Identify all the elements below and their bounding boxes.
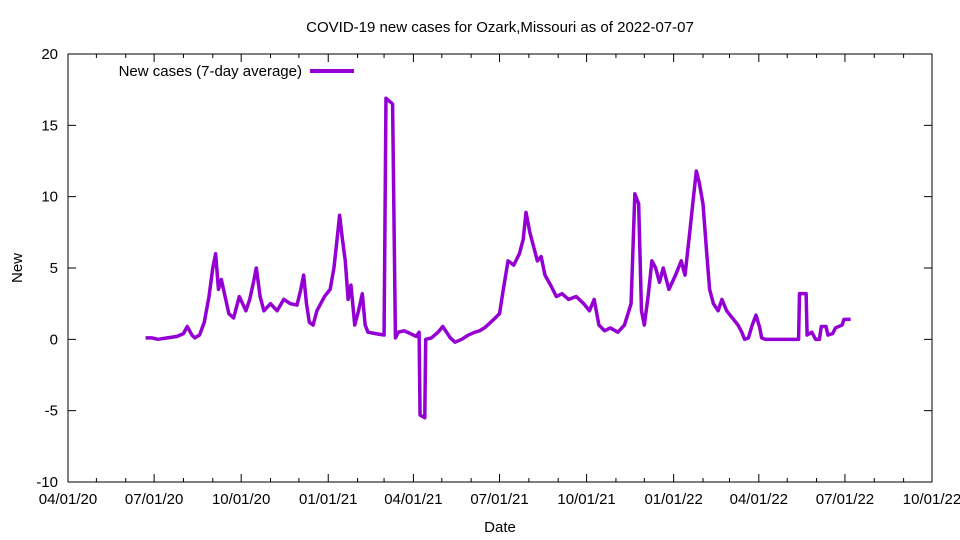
x-tick-label: 01/01/22 xyxy=(644,491,702,508)
x-tick-label: 04/01/20 xyxy=(39,491,97,508)
series-line xyxy=(145,96,851,420)
x-tick-label: 10/01/21 xyxy=(557,491,615,508)
y-tick-label: -5 xyxy=(45,403,58,420)
chart-title: COVID-19 new cases for Ozark,Missouri as… xyxy=(306,19,694,36)
y-tick-label: -10 xyxy=(36,474,58,491)
series-layer xyxy=(145,96,851,420)
x-tick-label: 10/01/20 xyxy=(212,491,270,508)
legend: New cases (7-day average) xyxy=(119,63,354,80)
legend-label: New cases (7-day average) xyxy=(119,63,302,80)
x-tick-label: 07/01/20 xyxy=(125,491,183,508)
x-axis-label: Date xyxy=(484,519,516,536)
y-tick-label: 20 xyxy=(41,46,58,63)
y-tick-label: 5 xyxy=(50,260,58,277)
x-tick-label: 01/01/21 xyxy=(299,491,357,508)
y-axis-label: New xyxy=(9,253,26,283)
x-tick-label: 04/01/21 xyxy=(384,491,442,508)
x-axis-ticks: 04/01/20 07/01/20 10/01/20 01/01/21 04/01/21… xyxy=(39,54,960,508)
y-axis-ticks: -10 -5 0 5 10 15 20 xyxy=(36,46,932,491)
plot-frame xyxy=(67,53,933,483)
y-tick-label: 10 xyxy=(41,189,58,206)
x-tick-label: 10/01/22 xyxy=(903,491,960,508)
y-tick-label: 0 xyxy=(50,331,58,348)
y-tick-label: 15 xyxy=(41,117,58,134)
axes xyxy=(67,53,933,483)
x-tick-label: 07/01/22 xyxy=(816,491,874,508)
x-tick-label: 04/01/22 xyxy=(730,491,788,508)
x-tick-label: 07/01/21 xyxy=(470,491,528,508)
